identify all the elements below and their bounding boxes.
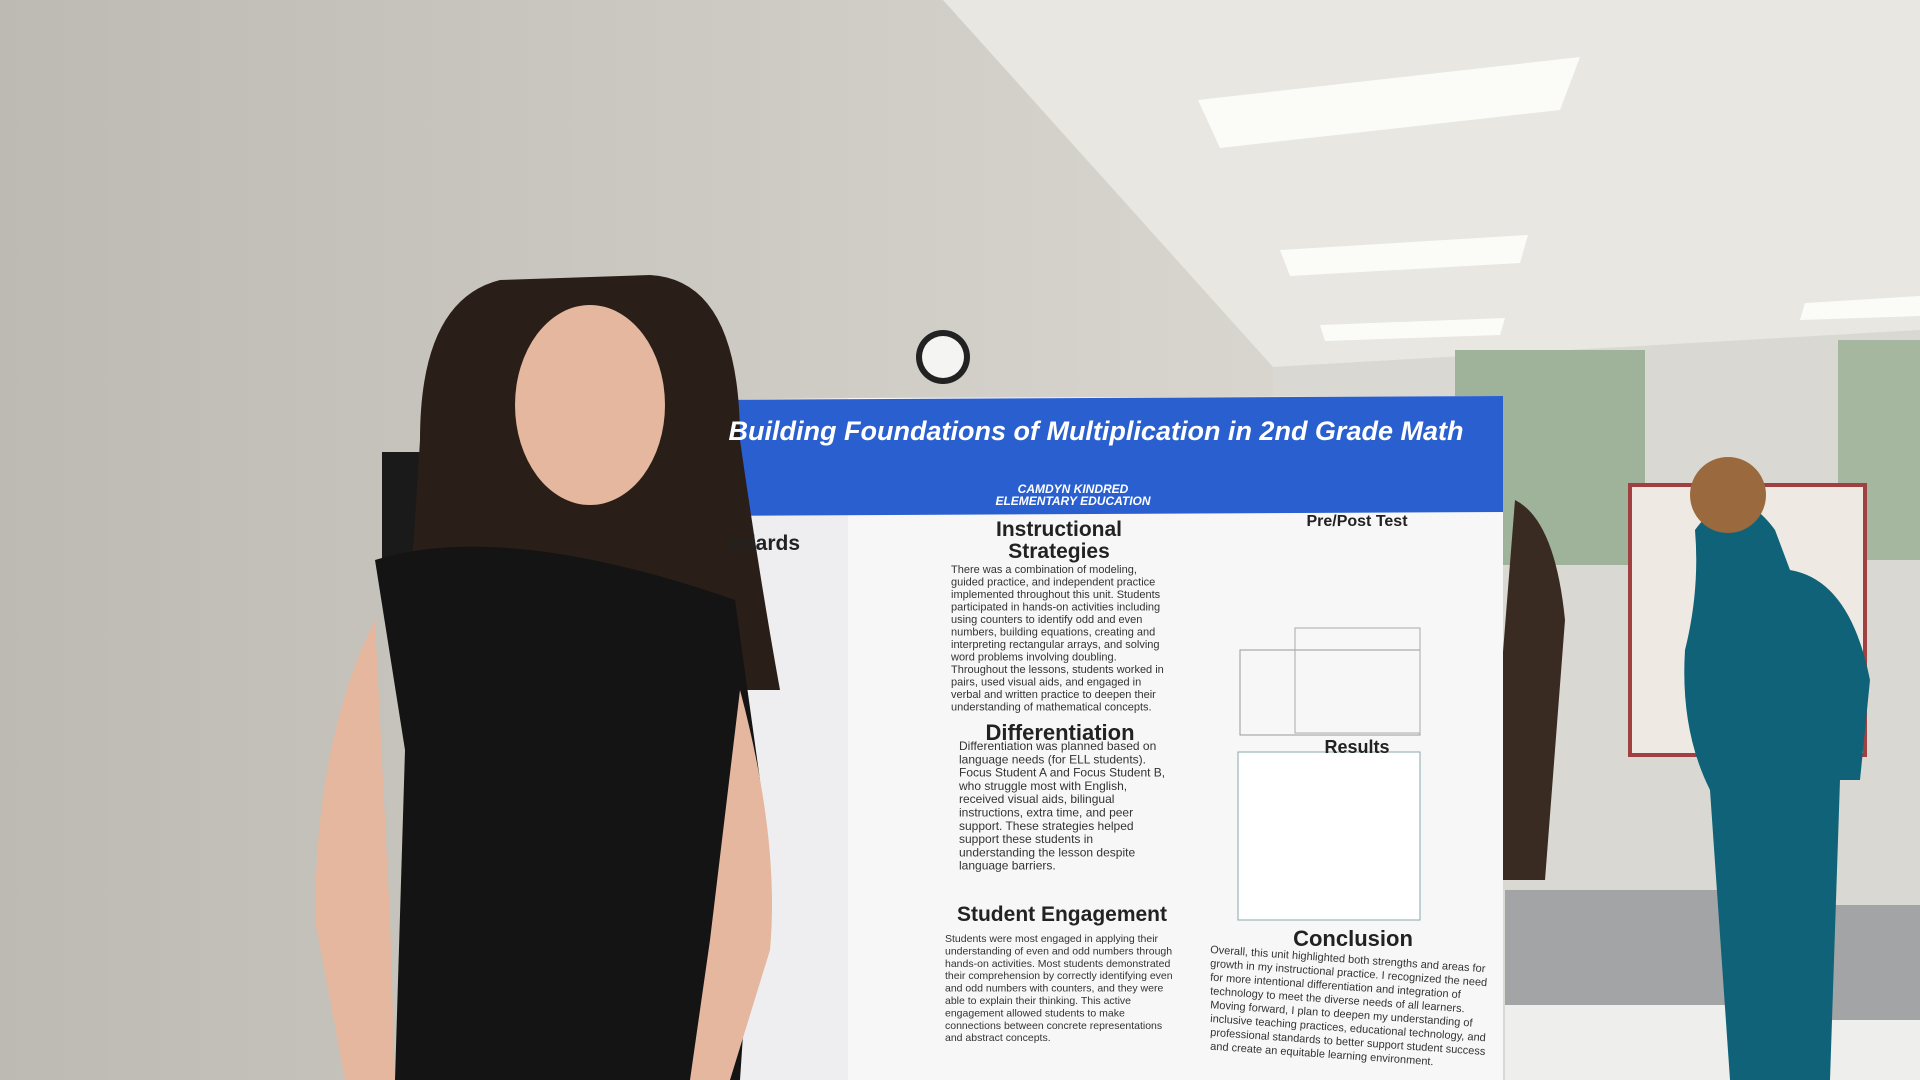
arm [690, 690, 772, 1080]
clock-face [922, 336, 964, 378]
ceiling-light [1198, 57, 1580, 148]
ceiling-light [1320, 318, 1505, 341]
body-text: understanding of even and odd numbers th… [945, 945, 1172, 957]
body-text: understanding the lesson despite [959, 845, 1135, 859]
person-head [1690, 457, 1766, 533]
program: ELEMENTARY EDUCATION [995, 494, 1150, 508]
body-text: and abstract concepts. [945, 1032, 1051, 1044]
section-heading: Differentiation [985, 720, 1134, 745]
body-text: able to explain their thinking. This act… [945, 995, 1131, 1007]
body-text: Throughout the lessons, students worked … [951, 664, 1164, 676]
ceiling-light [1280, 235, 1528, 276]
section-heading: ndards [730, 532, 800, 555]
section-heading: Results [1324, 737, 1389, 757]
body-text: Differentiation was planned based on [959, 739, 1156, 753]
body-text: word problems involving doubling. [950, 652, 1117, 664]
body-text: language barriers. [959, 859, 1056, 873]
black-top [375, 546, 760, 1080]
body-text: numbers, building equations, creating an… [951, 627, 1155, 639]
body-text: language needs (for ELL students). [959, 752, 1146, 766]
person-background [1485, 500, 1565, 880]
poster-header [690, 396, 1503, 516]
ceiling-light [1800, 296, 1920, 320]
body-text: support these students in [959, 832, 1093, 846]
body-text: verbal and written practice to deepen th… [951, 689, 1156, 701]
body-text: Focus Student A and Focus Student B, [959, 766, 1165, 780]
body-text: interpreting rectangular arrays, and sol… [951, 639, 1160, 651]
body-text: using counters to identify odd and even [951, 614, 1142, 626]
arm [315, 620, 395, 1080]
chair [1505, 890, 1735, 1005]
section-heading: Pre/Post Test [1306, 513, 1408, 530]
body-text: hands-on activities. Most students demon… [945, 958, 1170, 970]
author: CAMDYN KINDRED [1018, 482, 1129, 496]
body-text: connections between concrete representat… [945, 1020, 1162, 1032]
ceiling [943, 0, 1920, 367]
body-text: understanding of mathematical concepts. [951, 702, 1152, 714]
poster-title: Building Foundations of Multiplication i… [729, 416, 1464, 446]
body-text: and odd numbers with counters, and they … [945, 983, 1163, 995]
results-table [1237, 751, 1421, 921]
section-heading: Student Engagement [957, 903, 1167, 926]
body-text: participated in hands-on activities incl… [951, 602, 1160, 614]
body-text: engagement allowed students to make [945, 1007, 1125, 1019]
body-text: their comprehension by correctly identif… [945, 970, 1173, 982]
body-text: instructions, extra time, and peer [959, 806, 1133, 820]
person-background [1684, 502, 1870, 1080]
body-text: implemented throughout this unit. Studen… [951, 589, 1161, 601]
section-heading: Strategies [1008, 540, 1110, 563]
body-text: received visual aids, bilingual [959, 792, 1114, 806]
body-text: guided practice, and independent practic… [951, 577, 1155, 589]
section-heading: Instructional [996, 518, 1122, 541]
body-text: There was a combination of modeling, [951, 564, 1137, 576]
face [515, 305, 665, 505]
section-heading: Conclusion [1293, 926, 1413, 951]
body-text: Students were most engaged in applying t… [945, 933, 1159, 945]
worksheet-image [1294, 627, 1421, 734]
body-text: support. These strategies helped [959, 819, 1134, 833]
body-text: who struggle most with English, [958, 779, 1127, 793]
body-text: pairs, used visual aids, and engaged in [951, 677, 1141, 689]
